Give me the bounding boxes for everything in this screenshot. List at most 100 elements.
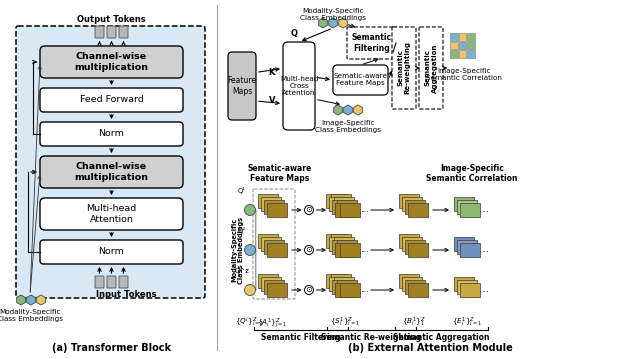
Text: Feed Forward: Feed Forward xyxy=(79,95,143,104)
Bar xyxy=(460,243,480,257)
Text: $\{E_i^1\}_{i=1}^Z$: $\{E_i^1\}_{i=1}^Z$ xyxy=(452,316,482,329)
Text: Output Tokens: Output Tokens xyxy=(77,15,146,24)
Text: Semantic Aggregation: Semantic Aggregation xyxy=(393,333,490,342)
Text: ...: ... xyxy=(361,246,369,255)
Bar xyxy=(399,274,419,288)
Polygon shape xyxy=(329,18,337,28)
Text: ⊙: ⊙ xyxy=(305,246,312,255)
Bar xyxy=(340,243,360,257)
Text: ⊙: ⊙ xyxy=(305,205,312,214)
Bar xyxy=(408,283,428,297)
Bar xyxy=(326,194,346,208)
FancyBboxPatch shape xyxy=(95,276,104,288)
Bar xyxy=(258,194,278,208)
Bar xyxy=(402,277,422,291)
Text: Semantic
Aggregation: Semantic Aggregation xyxy=(424,43,438,93)
Text: K: K xyxy=(269,68,275,77)
Text: Semantic
Re-weighting: Semantic Re-weighting xyxy=(397,42,410,94)
Polygon shape xyxy=(333,105,342,115)
Text: Image-Specific
Class Embeddings: Image-Specific Class Embeddings xyxy=(315,120,381,133)
FancyBboxPatch shape xyxy=(40,156,183,188)
Bar xyxy=(405,240,425,254)
Text: Image-Specific
Semantic Correlation: Image-Specific Semantic Correlation xyxy=(426,164,518,183)
Bar xyxy=(458,33,466,41)
Bar xyxy=(337,280,357,294)
Bar xyxy=(454,237,474,251)
Circle shape xyxy=(305,285,314,294)
Bar xyxy=(458,42,466,49)
Text: (a) Transformer Block: (a) Transformer Block xyxy=(52,343,171,353)
Bar xyxy=(460,283,480,297)
FancyBboxPatch shape xyxy=(333,65,388,95)
Text: $\{B_i^1\}_1^Z$: $\{B_i^1\}_1^Z$ xyxy=(402,316,426,329)
Text: Input Tokens: Input Tokens xyxy=(96,290,157,299)
Bar xyxy=(460,203,480,217)
Bar xyxy=(457,280,477,294)
Bar xyxy=(334,277,354,291)
Text: Modality-Specific
Class Embeddings: Modality-Specific Class Embeddings xyxy=(232,216,244,284)
FancyBboxPatch shape xyxy=(16,26,205,298)
Bar xyxy=(267,283,287,297)
Text: V: V xyxy=(269,97,275,106)
Polygon shape xyxy=(319,18,327,28)
Bar xyxy=(267,203,287,217)
Bar xyxy=(331,234,351,248)
Circle shape xyxy=(244,244,255,256)
Bar xyxy=(337,200,357,214)
FancyBboxPatch shape xyxy=(107,26,116,38)
Bar xyxy=(264,200,284,214)
Bar xyxy=(450,33,458,41)
Text: Modality-Specific
Class Embeddings: Modality-Specific Class Embeddings xyxy=(0,309,63,322)
Text: Image-Specific
Semantic Correlation: Image-Specific Semantic Correlation xyxy=(426,68,502,81)
Bar xyxy=(261,237,281,251)
Bar xyxy=(326,274,346,288)
FancyBboxPatch shape xyxy=(392,27,416,109)
FancyBboxPatch shape xyxy=(228,52,256,120)
Text: Semantic Filtering: Semantic Filtering xyxy=(261,333,340,342)
Text: Q: Q xyxy=(291,29,298,38)
Bar xyxy=(402,237,422,251)
Bar xyxy=(399,194,419,208)
Bar xyxy=(329,237,349,251)
Text: Channel-wise
multiplication: Channel-wise multiplication xyxy=(74,52,148,72)
Text: ...: ... xyxy=(361,205,369,214)
Text: Norm: Norm xyxy=(99,130,124,139)
Text: Feature
Maps: Feature Maps xyxy=(227,76,257,96)
Text: Q²: Q² xyxy=(238,227,246,234)
Text: Sematic-aware
Feature Maps: Sematic-aware Feature Maps xyxy=(248,164,312,183)
Bar xyxy=(405,200,425,214)
Text: Sematic-aware
Feature Maps: Sematic-aware Feature Maps xyxy=(333,74,387,87)
Bar xyxy=(408,203,428,217)
Circle shape xyxy=(244,205,255,215)
Bar xyxy=(332,200,352,214)
Bar xyxy=(331,274,351,288)
Text: ...: ... xyxy=(481,205,489,214)
Bar xyxy=(467,50,474,57)
Text: Semantic Re-weighting: Semantic Re-weighting xyxy=(321,333,422,342)
Bar xyxy=(258,274,278,288)
Bar xyxy=(264,240,284,254)
FancyBboxPatch shape xyxy=(419,27,443,109)
Bar xyxy=(450,42,458,49)
Bar xyxy=(332,240,352,254)
Text: ...: ... xyxy=(481,246,489,255)
Bar xyxy=(457,200,477,214)
Text: ...: ... xyxy=(361,285,369,294)
Bar xyxy=(405,280,425,294)
Bar xyxy=(408,243,428,257)
Bar xyxy=(261,277,281,291)
FancyBboxPatch shape xyxy=(119,26,128,38)
FancyBboxPatch shape xyxy=(107,276,116,288)
Bar xyxy=(340,203,360,217)
Bar xyxy=(326,234,346,248)
Text: $\{A_i^1\}_{j=1}^Z$: $\{A_i^1\}_{j=1}^Z$ xyxy=(257,316,288,331)
Bar xyxy=(467,33,474,41)
FancyBboxPatch shape xyxy=(347,27,397,59)
Bar xyxy=(454,277,474,291)
FancyBboxPatch shape xyxy=(40,122,183,146)
Bar xyxy=(340,283,360,297)
Text: ...: ... xyxy=(481,285,489,294)
Text: Q¹: Q¹ xyxy=(238,187,246,194)
Bar xyxy=(337,240,357,254)
FancyBboxPatch shape xyxy=(95,26,104,38)
